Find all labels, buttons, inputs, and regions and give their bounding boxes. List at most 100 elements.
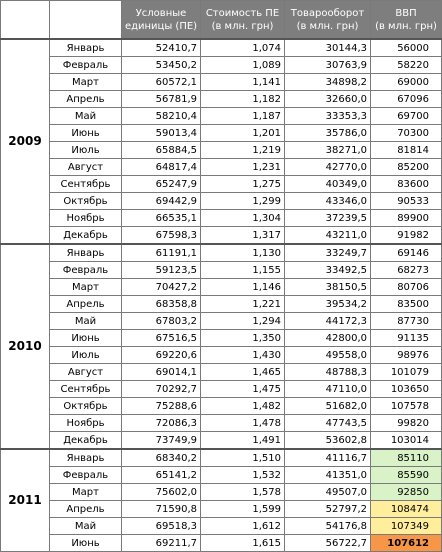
units-cell: 53450,2 — [121, 56, 201, 74]
gdp-cell: 103014 — [370, 431, 442, 450]
month-cell: Декабрь — [49, 431, 122, 450]
units-cell: 75602,0 — [121, 483, 201, 501]
cost-cell: 1,089 — [200, 56, 285, 74]
turnover-cell: 30763,9 — [284, 56, 371, 74]
gdp-cell: 91135 — [370, 329, 442, 347]
header-units-line2: единицы (ПЕ) — [124, 20, 198, 32]
table-row: Май 69518,3 1,612 54176,8 107349 — [1, 517, 442, 535]
cost-cell: 1,491 — [200, 431, 285, 450]
cost-cell: 1,146 — [200, 278, 285, 296]
table-row: Апрель 71590,8 1,599 52797,2 108474 — [1, 500, 442, 518]
turnover-cell: 49558,0 — [284, 346, 371, 364]
gdp-cell: 99820 — [370, 414, 442, 432]
units-cell: 70292,7 — [121, 380, 201, 398]
units-cell: 65247,9 — [121, 175, 201, 193]
month-cell: Август — [49, 158, 122, 176]
cost-cell: 1,430 — [200, 346, 285, 364]
units-cell: 60572,1 — [121, 73, 201, 91]
table-row: Март 70427,2 1,146 38150,5 80706 — [1, 278, 442, 296]
month-cell: Декабрь — [49, 226, 122, 245]
cost-cell: 1,304 — [200, 209, 285, 227]
gdp-cell: 70300 — [370, 124, 442, 142]
month-cell: Июнь — [49, 329, 122, 347]
header-row: Условные единицы (ПЕ) Стоимость ПЕ (в млн.… — [0, 0, 442, 40]
units-cell: 61191,1 — [121, 243, 201, 262]
table-row: Ноябрь 66535,1 1,304 37239,5 89900 — [1, 209, 442, 227]
turnover-cell: 41351,0 — [284, 466, 371, 484]
cost-cell: 1,141 — [200, 73, 285, 91]
units-cell: 64817,4 — [121, 158, 201, 176]
gdp-cell: 87730 — [370, 312, 442, 330]
header-turnover-line2: (в млн. грн) — [296, 20, 359, 32]
units-cell: 65141,2 — [121, 466, 201, 484]
units-cell: 67516,5 — [121, 329, 201, 347]
turnover-cell: 43346,0 — [284, 192, 371, 210]
gdp-cell: 89900 — [370, 209, 442, 227]
header-turnover: Товарооборот (в млн. грн) — [284, 0, 371, 40]
cost-cell: 1,317 — [200, 226, 285, 245]
month-cell: Март — [49, 73, 122, 91]
units-cell: 71590,8 — [121, 500, 201, 518]
table-body: 2009 Январь 52410,7 1,074 30144,3 56000 Феврал… — [0, 38, 442, 552]
cost-cell: 1,578 — [200, 483, 285, 501]
units-cell: 69220,6 — [121, 346, 201, 364]
units-cell: 58210,4 — [121, 107, 201, 125]
gdp-cell: 69700 — [370, 107, 442, 125]
table-row: Июнь 67516,5 1,350 42800,0 91135 — [1, 329, 442, 347]
month-cell: Январь — [49, 243, 122, 262]
table-row: Май 67803,2 1,294 44172,3 87730 — [1, 312, 442, 330]
cost-cell: 1,182 — [200, 90, 285, 108]
gdp-cell: 85110 — [370, 448, 442, 467]
gdp-cell: 85200 — [370, 158, 442, 176]
turnover-cell: 49507,0 — [284, 483, 371, 501]
table-row: Июнь 59013,4 1,201 35786,0 70300 — [1, 124, 442, 142]
cost-cell: 1,475 — [200, 380, 285, 398]
cost-cell: 1,275 — [200, 175, 285, 193]
units-cell: 72086,3 — [121, 414, 201, 432]
table-row: Сентябрь 70292,7 1,475 47110,0 103650 — [1, 380, 442, 398]
month-cell: Май — [49, 517, 122, 535]
turnover-cell: 33353,3 — [284, 107, 371, 125]
cost-cell: 1,299 — [200, 192, 285, 210]
units-cell: 67598,3 — [121, 226, 201, 245]
units-cell: 56781,9 — [121, 90, 201, 108]
table-row: 2009 Январь 52410,7 1,074 30144,3 56000 — [0, 38, 442, 245]
gdp-cell: 107578 — [370, 397, 442, 415]
table-row: Март 75602,0 1,578 49507,0 92850 — [1, 483, 442, 501]
units-cell: 68358,8 — [121, 295, 201, 313]
cost-cell: 1,510 — [200, 448, 285, 467]
gdp-cell: 58220 — [370, 56, 442, 74]
gdp-cell: 91982 — [370, 226, 442, 245]
turnover-cell: 51682,0 — [284, 397, 371, 415]
cost-cell: 1,074 — [200, 38, 285, 57]
month-cell: Февраль — [49, 261, 122, 279]
header-units: Условные единицы (ПЕ) — [121, 0, 201, 40]
turnover-cell: 54176,8 — [284, 517, 371, 535]
turnover-cell: 34898,2 — [284, 73, 371, 91]
month-cell: Май — [49, 312, 122, 330]
cost-cell: 1,219 — [200, 141, 285, 159]
turnover-cell: 52797,2 — [284, 500, 371, 518]
month-cell: Август — [49, 363, 122, 381]
gdp-cell: 68273 — [370, 261, 442, 279]
table-row: Июнь 69211,7 1,615 56722,7 107612 — [1, 534, 442, 552]
cost-cell: 1,465 — [200, 363, 285, 381]
header-turnover-line1: Товарооборот — [290, 7, 365, 19]
turnover-cell: 32660,0 — [284, 90, 371, 108]
month-cell: Октябрь — [49, 397, 122, 415]
table-row: Февраль 65141,2 1,532 41351,0 85590 — [1, 466, 442, 484]
table-row: Декабрь 67598,3 1,317 43211,0 91982 — [1, 226, 442, 245]
turnover-cell: 35786,0 — [284, 124, 371, 142]
month-cell: Январь — [49, 38, 122, 57]
turnover-cell: 42800,0 — [284, 329, 371, 347]
table-row: Сентябрь 65247,9 1,275 40349,0 83600 — [1, 175, 442, 193]
gdp-cell: 101079 — [370, 363, 442, 381]
month-cell: Апрель — [49, 500, 122, 518]
table-row: Ноябрь 72086,3 1,478 47743,5 99820 — [1, 414, 442, 432]
cost-cell: 1,231 — [200, 158, 285, 176]
turnover-cell: 38150,5 — [284, 278, 371, 296]
header-cost-line2: (в млн. грн) — [211, 20, 274, 32]
gdp-cell: 83600 — [370, 175, 442, 193]
table-row: Апрель 68358,8 1,221 39534,2 83500 — [1, 295, 442, 313]
